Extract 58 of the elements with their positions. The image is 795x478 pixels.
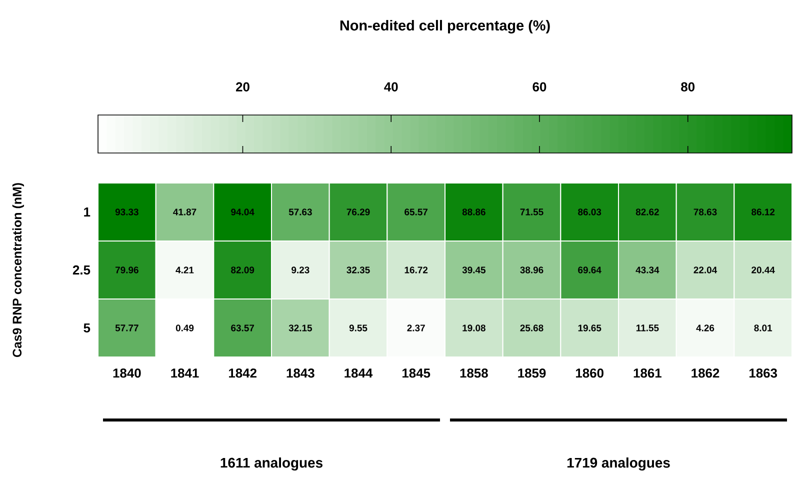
data-label: 19.08 [462,324,486,332]
data-label: 57.77 [115,324,138,332]
data-label: 65.57 [404,208,428,216]
data-label: 22.04 [694,266,718,274]
data-label: 11.55 [636,324,659,332]
text: 1611 analogues [220,457,322,471]
data-label: 32.35 [346,266,370,274]
data-label: 8.01 [754,324,772,332]
data-label: 19.65 [578,324,602,332]
data-label: 4.26 [696,324,714,332]
data-label: 86.03 [578,208,602,216]
y-tick-label: 1 [84,208,90,216]
x-tick-label: 1861 [634,368,662,378]
x-tick-label: 1840 [113,368,141,378]
data-label: 25.68 [520,324,544,332]
color-bar-title: Non-edited cell percentage (%) [340,20,550,34]
data-label: 57.63 [288,208,312,216]
y-tick-label: 5 [84,323,90,333]
data-label: 93.33 [115,208,138,216]
data-label: 86.12 [752,208,775,216]
x-tick-label: 1842 [229,368,256,378]
x-tick-label: 1862 [692,368,720,378]
x-tick-label: 1860 [576,368,604,378]
x-tick-label: 1845 [402,368,430,378]
data-label: 41.87 [173,208,196,216]
x-tick-label: 1844 [344,368,373,378]
data-label: 82.62 [636,208,659,216]
data-label: 38.96 [520,266,544,274]
data-label: 2.37 [407,324,425,332]
y-tick-label: 2.5 [72,265,90,275]
color-bar-label: 80 [681,82,695,92]
data-label: 94.04 [231,208,254,216]
data-label: 16.72 [404,266,428,274]
color-bar-label: 60 [532,82,546,92]
x-tick-label: 1841 [171,368,199,378]
data-label: 32.15 [288,324,312,332]
data-label: 43.34 [636,266,660,274]
x-tick-label: 1859 [518,368,546,378]
data-label: 79.96 [115,266,138,274]
data-label: 4.21 [176,266,194,274]
text: 1719 analogues [567,457,670,471]
x-tick-label: 1843 [286,368,314,378]
data-label: 9.23 [292,266,310,274]
y-axis-title: Cas9 RNP concentration (nM) [12,183,24,357]
data-label: 69.64 [578,266,602,274]
data-label: 20.44 [752,266,775,274]
data-label: 71.55 [520,208,544,216]
color-bar-label: 40 [384,82,398,92]
data-label: 78.63 [694,208,717,216]
x-tick-label: 1858 [460,368,488,378]
data-label: 9.55 [349,324,368,332]
color-bar-label: 20 [236,82,250,92]
data-label: 82.09 [231,266,254,274]
data-label: 39.45 [462,266,486,274]
data-label: 88.86 [462,208,486,216]
x-tick-label: 1863 [749,368,778,378]
data-label: 76.29 [346,208,370,216]
data-label: 63.57 [231,324,254,332]
